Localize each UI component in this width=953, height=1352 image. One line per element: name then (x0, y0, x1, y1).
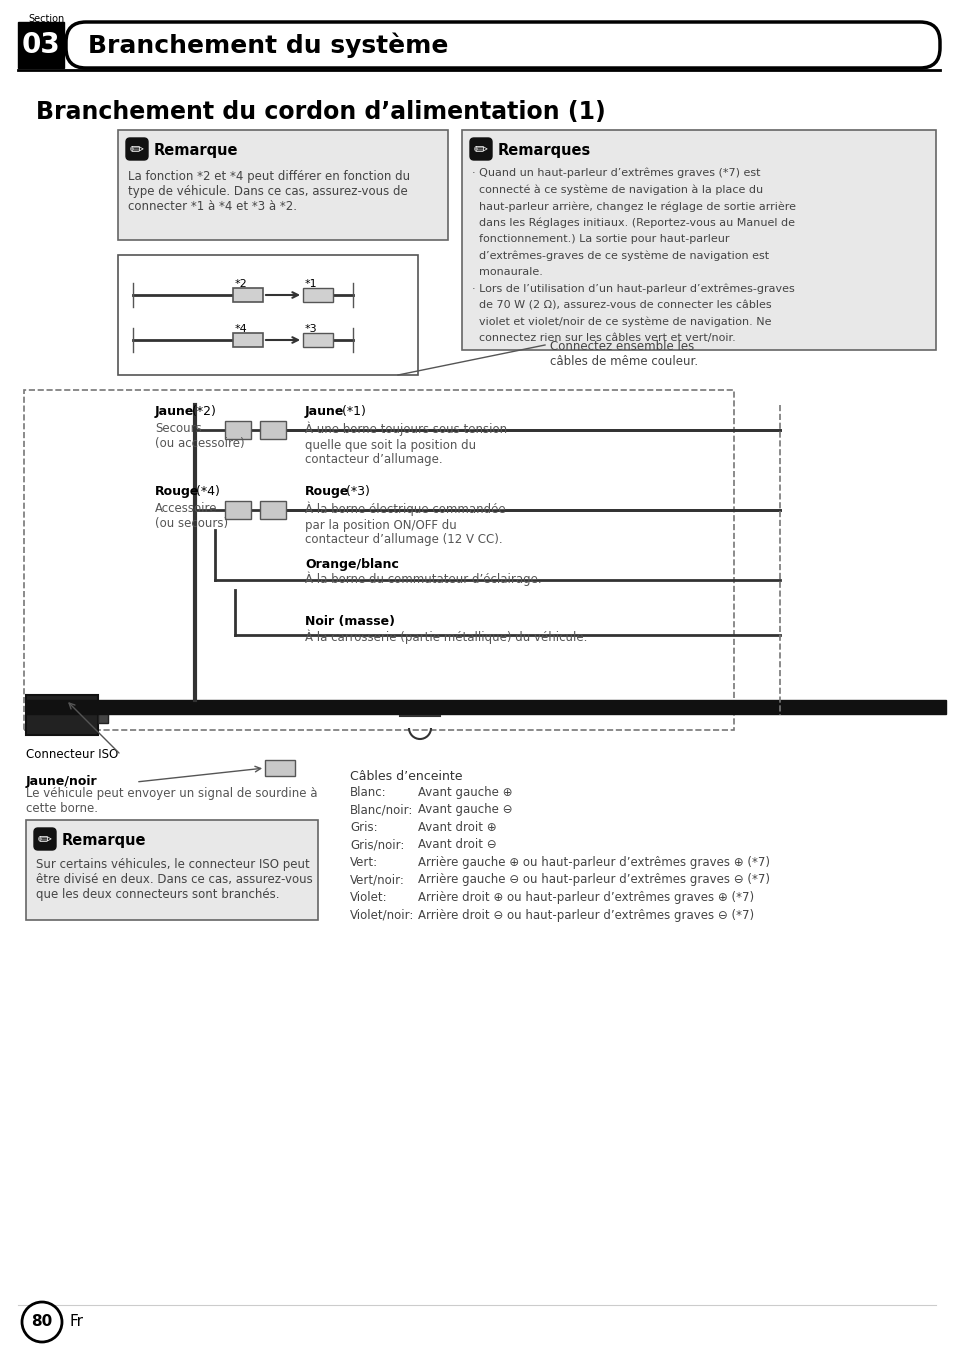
Text: Blanc:: Blanc: (350, 786, 386, 799)
Text: Avant droit ⊕: Avant droit ⊕ (417, 821, 497, 834)
Text: 80: 80 (31, 1314, 52, 1329)
Bar (303, 288, 333, 301)
Text: Arrière gauche ⊕ ou haut-parleur d’extrêmes graves ⊕ (*7): Arrière gauche ⊕ ou haut-parleur d’extrê… (417, 856, 769, 869)
Bar (233, 288, 263, 301)
Text: Blanc/noir:: Blanc/noir: (350, 803, 413, 817)
Text: À la borne du commutateur d’éclairage.: À la borne du commutateur d’éclairage. (305, 572, 541, 587)
Text: Jaune: Jaune (305, 406, 344, 418)
Text: · Quand un haut-parleur d’extrêmes graves (*7) est: · Quand un haut-parleur d’extrêmes grave… (472, 168, 760, 178)
Text: Remarque: Remarque (62, 833, 147, 848)
Bar (461, 130, 935, 350)
Text: ✏: ✏ (474, 141, 488, 158)
FancyBboxPatch shape (470, 138, 492, 160)
Text: Violet:: Violet: (350, 891, 387, 904)
Text: Section: Section (28, 14, 64, 24)
Text: *2: *2 (234, 279, 248, 289)
Bar (118, 256, 417, 375)
Text: (*4): (*4) (192, 485, 219, 498)
Text: Connecteur ISO: Connecteur ISO (26, 748, 118, 761)
Text: Rouge: Rouge (305, 485, 349, 498)
Text: violet et violet/noir de ce système de navigation. Ne: violet et violet/noir de ce système de n… (472, 316, 771, 327)
Circle shape (22, 1302, 62, 1343)
Text: (*3): (*3) (341, 485, 370, 498)
Text: Vert:: Vert: (350, 856, 377, 869)
Text: haut-parleur arrière, changez le réglage de sortie arrière: haut-parleur arrière, changez le réglage… (472, 201, 795, 211)
Text: Secours
(ou accessoire): Secours (ou accessoire) (154, 422, 244, 450)
Text: 03: 03 (22, 31, 60, 59)
Text: *1: *1 (305, 279, 317, 289)
Text: *4: *4 (234, 324, 248, 334)
Text: Avant droit ⊖: Avant droit ⊖ (417, 838, 497, 852)
Text: Arrière gauche ⊖ ou haut-parleur d’extrêmes graves ⊖ (*7): Arrière gauche ⊖ ou haut-parleur d’extrê… (417, 873, 769, 887)
Text: Orange/blanc: Orange/blanc (305, 558, 398, 571)
Bar (18, 22, 64, 68)
Text: Vert/noir:: Vert/noir: (350, 873, 404, 887)
Text: Câbles d’enceinte: Câbles d’enceinte (350, 771, 462, 783)
Bar (260, 420, 286, 439)
Text: Noir (masse): Noir (masse) (305, 615, 395, 627)
Bar (225, 420, 251, 439)
Text: Remarques: Remarques (497, 142, 591, 157)
FancyBboxPatch shape (126, 138, 148, 160)
Text: Avant gauche ⊕: Avant gauche ⊕ (417, 786, 512, 799)
Text: · Lors de l’utilisation d’un haut-parleur d’extrêmes-graves: · Lors de l’utilisation d’un haut-parleu… (472, 284, 794, 293)
Text: Jaune/noir: Jaune/noir (26, 775, 97, 788)
Text: À une borne toujours sous tension
quelle que soit la position du
contacteur d’al: À une borne toujours sous tension quelle… (305, 422, 507, 466)
Bar (24, 389, 733, 730)
FancyBboxPatch shape (66, 22, 939, 68)
Text: Gris:: Gris: (350, 821, 377, 834)
Text: connecté à ce système de navigation à la place du: connecté à ce système de navigation à la… (472, 184, 762, 195)
Text: La fonction *2 et *4 peut différer en fonction du
type de véhicule. Dans ce cas,: La fonction *2 et *4 peut différer en fo… (128, 170, 410, 214)
Text: Fr: Fr (70, 1314, 84, 1329)
Text: À la carrosserie (partie métallique) du véhicule.: À la carrosserie (partie métallique) du … (305, 629, 587, 644)
Text: À la borne électrique commandée
par la position ON/OFF du
contacteur d’allumage : À la borne électrique commandée par la p… (305, 502, 505, 546)
Bar (118, 130, 448, 241)
Text: dans les Réglages initiaux. (Reportez-vous au Manuel de: dans les Réglages initiaux. (Reportez-vo… (472, 218, 794, 228)
Bar (26, 821, 317, 919)
FancyBboxPatch shape (34, 827, 56, 850)
Text: Violet/noir:: Violet/noir: (350, 909, 414, 922)
Bar (303, 333, 333, 347)
Bar (265, 760, 294, 776)
Text: monaurale.: monaurale. (472, 266, 542, 277)
Text: *3: *3 (305, 324, 317, 334)
Text: Sur certains véhicules, le connecteur ISO peut
être divisé en deux. Dans ce cas,: Sur certains véhicules, le connecteur IS… (36, 859, 313, 900)
Text: ✏: ✏ (38, 830, 52, 848)
Text: Branchement du système: Branchement du système (88, 32, 448, 58)
Text: Remarque: Remarque (153, 142, 238, 157)
Text: Avant gauche ⊖: Avant gauche ⊖ (417, 803, 512, 817)
Text: Arrière droit ⊖ ou haut-parleur d’extrêmes graves ⊖ (*7): Arrière droit ⊖ ou haut-parleur d’extrêm… (417, 909, 753, 922)
Text: Accessoire
(ou secours): Accessoire (ou secours) (154, 502, 228, 530)
Bar (225, 502, 251, 519)
Text: Connectez ensemble les
câbles de même couleur.: Connectez ensemble les câbles de même co… (550, 339, 698, 368)
Text: de 70 W (2 Ω), assurez-vous de connecter les câbles: de 70 W (2 Ω), assurez-vous de connecter… (472, 300, 771, 310)
Text: Le véhicule peut envoyer un signal de sourdine à
cette borne.: Le véhicule peut envoyer un signal de so… (26, 787, 317, 815)
Text: connectez rien sur les câbles vert et vert/noir.: connectez rien sur les câbles vert et ve… (472, 333, 735, 343)
Text: Rouge: Rouge (154, 485, 199, 498)
Bar (260, 502, 286, 519)
Text: Branchement du cordon d’alimentation (1): Branchement du cordon d’alimentation (1) (36, 100, 605, 124)
Bar (98, 707, 108, 723)
Text: fonctionnement.) La sortie pour haut-parleur: fonctionnement.) La sortie pour haut-par… (472, 234, 729, 243)
Bar (233, 333, 263, 347)
Text: (*2): (*2) (188, 406, 215, 418)
Text: (*1): (*1) (337, 406, 366, 418)
Bar (26, 695, 98, 735)
Text: ✏: ✏ (130, 141, 144, 158)
Text: Arrière droit ⊕ ou haut-parleur d’extrêmes graves ⊕ (*7): Arrière droit ⊕ ou haut-parleur d’extrêm… (417, 891, 753, 904)
Text: Gris/noir:: Gris/noir: (350, 838, 404, 852)
Text: Jaune: Jaune (154, 406, 194, 418)
Text: d’extrêmes-graves de ce système de navigation est: d’extrêmes-graves de ce système de navig… (472, 250, 768, 261)
Bar (26, 700, 945, 714)
